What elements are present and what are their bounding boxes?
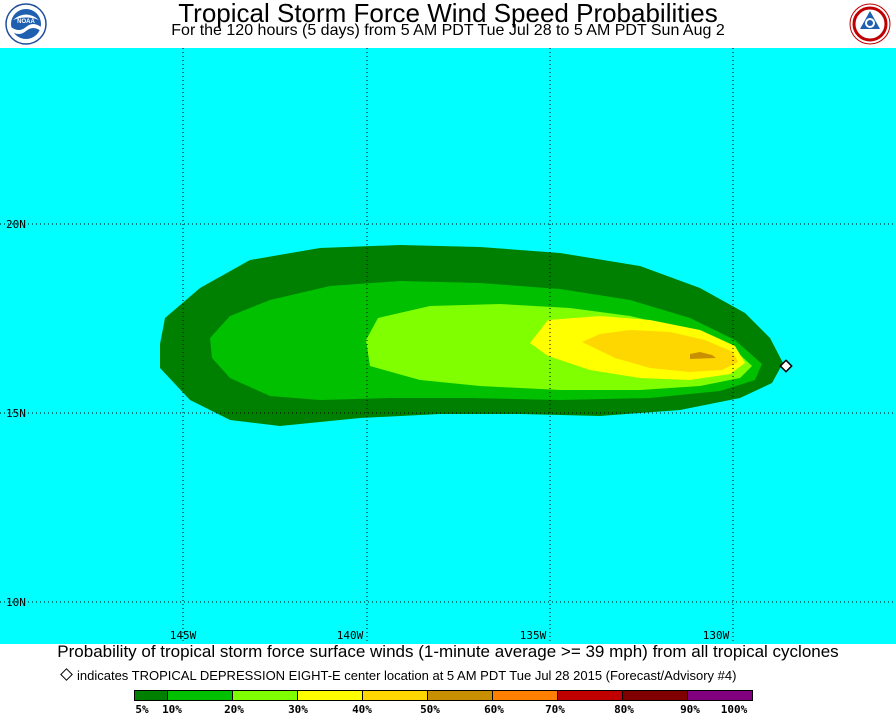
page-subtitle: For the 120 hours (5 days) from 5 AM PDT… xyxy=(171,22,725,39)
noaa-logo-text: NOAA xyxy=(17,19,35,25)
center-note-text: indicates TROPICAL DEPRESSION EIGHT-E ce… xyxy=(77,668,737,683)
header: NOAA Tropical Storm Force Wind Speed Pro… xyxy=(0,0,896,48)
probability-legend: 5% 10% 20% 30% 40% 50% 60% 70% 80% 90% 1… xyxy=(134,690,754,716)
legend-swatch-20-30 xyxy=(232,690,298,701)
page-title: Tropical Storm Force Wind Speed Probabil… xyxy=(178,0,718,28)
legend-swatch-30-40 xyxy=(297,690,363,701)
nws-logo-icon xyxy=(849,3,891,45)
diamond-icon xyxy=(60,668,73,681)
legend-swatch-80-90 xyxy=(622,690,688,701)
contour-50-percent xyxy=(690,352,716,359)
legend-label: 90% xyxy=(680,703,700,716)
lat-label-20n: 20N xyxy=(6,218,26,231)
lat-label-10n: 10N xyxy=(6,596,26,609)
probability-map: 20N 15N 10N 145W 140W 135W 130W xyxy=(0,48,896,644)
storm-center-diamond-icon xyxy=(779,359,793,373)
graticule xyxy=(0,48,896,644)
legend-swatch-60-70 xyxy=(492,690,558,701)
legend-label: 60% xyxy=(484,703,504,716)
legend-label: 10% xyxy=(162,703,182,716)
legend-label: 20% xyxy=(224,703,244,716)
lon-label-140w: 140W xyxy=(337,629,364,642)
legend-label: 50% xyxy=(420,703,440,716)
legend-label: 70% xyxy=(545,703,565,716)
lon-label-135w: 135W xyxy=(520,629,547,642)
legend-swatch-70-80 xyxy=(557,690,623,701)
legend-label: 30% xyxy=(288,703,308,716)
center-note: indicates TROPICAL DEPRESSION EIGHT-E ce… xyxy=(60,668,737,683)
lon-label-145w: 145W xyxy=(170,629,197,642)
legend-label: 80% xyxy=(614,703,634,716)
legend-swatch-10-20 xyxy=(167,690,233,701)
contour-40-percent xyxy=(582,330,738,372)
probability-caption: Probability of tropical storm force surf… xyxy=(57,642,839,661)
lon-label-130w: 130W xyxy=(703,629,730,642)
map-canvas: 20N 15N 10N 145W 140W 135W 130W xyxy=(0,48,896,644)
legend-label: 5% xyxy=(135,703,149,716)
legend-swatch-50-60 xyxy=(427,690,493,701)
lat-label-15n: 15N xyxy=(6,407,26,420)
noaa-logo-icon: NOAA xyxy=(5,3,47,45)
legend-label: 40% xyxy=(352,703,372,716)
legend-swatch-90-100 xyxy=(687,690,753,701)
legend-swatch-40-50 xyxy=(362,690,428,701)
legend-swatch-5-10 xyxy=(134,690,168,701)
legend-label: 100% xyxy=(720,703,748,716)
